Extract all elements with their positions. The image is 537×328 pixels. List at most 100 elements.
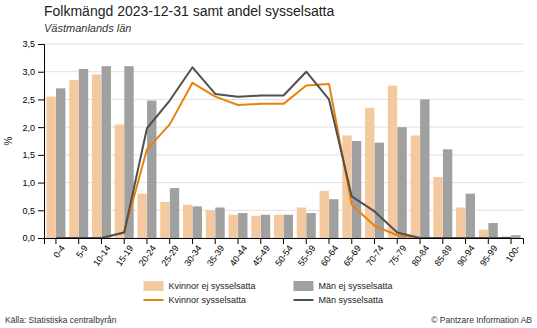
- bar: [388, 86, 397, 238]
- y-tick-label: 1,0: [22, 178, 35, 188]
- x-tick-mark: [442, 238, 443, 244]
- x-tick-label: 35-39: [205, 243, 226, 268]
- bar: [79, 69, 88, 238]
- bar: [411, 135, 420, 238]
- x-tick-mark: [511, 238, 512, 244]
- x-tick-mark: [55, 238, 56, 244]
- x-tick: 30-34: [182, 238, 203, 268]
- y-tick: 3,0: [22, 67, 44, 77]
- y-tick-mark: [38, 72, 44, 73]
- x-tick: 45-49: [250, 238, 271, 268]
- y-tick-label: 3,5: [22, 39, 35, 49]
- x-tick: 10-14: [91, 238, 112, 268]
- legend-swatch: [294, 299, 314, 301]
- bar: [420, 99, 429, 238]
- x-tick-mark: [488, 238, 489, 244]
- y-tick-label: 2,0: [22, 123, 35, 133]
- bar: [137, 194, 146, 238]
- bar: [488, 223, 497, 238]
- y-tick-mark: [38, 183, 44, 184]
- legend-label: Kvinnor sysselsatta: [169, 295, 247, 305]
- bar: [251, 216, 260, 238]
- y-tick: 2,5: [22, 95, 44, 105]
- x-tick-label: 65-69: [342, 243, 363, 268]
- bar: [297, 208, 306, 238]
- bar: [320, 191, 329, 238]
- y-tick-mark: [38, 44, 44, 45]
- x-tick-mark: [260, 238, 261, 244]
- x-tick-label: 100-: [504, 243, 523, 263]
- x-tick: 55-59: [296, 238, 317, 268]
- x-tick-mark: [237, 238, 238, 244]
- x-tick-label: 70-74: [364, 243, 385, 268]
- x-tick-label: 45-49: [250, 243, 271, 268]
- y-tick-label: 1,5: [22, 150, 35, 160]
- bar: [466, 194, 475, 238]
- y-tick-mark: [38, 99, 44, 100]
- x-tick: 70-74: [364, 238, 385, 268]
- x-tick-mark: [351, 238, 352, 244]
- bar: [443, 149, 452, 238]
- x-tick-label: 25-29: [159, 243, 180, 268]
- bar: [352, 141, 361, 238]
- y-tick-mark: [38, 155, 44, 156]
- grid-line: [44, 99, 523, 100]
- x-tick-label: 15-19: [114, 243, 135, 268]
- y-tick: 0,5: [22, 206, 44, 216]
- x-tick: 60-64: [319, 238, 340, 268]
- bar: [206, 210, 215, 238]
- x-tick-mark: [169, 238, 170, 244]
- plot-area: 0,0 0,5 1,0 1,5 2,0 2,5 3,0 3,5 0-4 5-910-1415-19…: [22, 39, 523, 268]
- y-tick: 2,0: [22, 123, 44, 133]
- line: [56, 67, 511, 238]
- x-tick: 0-4: [51, 238, 67, 260]
- bar: [261, 215, 270, 238]
- x-tick-label: 55-59: [296, 243, 317, 268]
- x-tick-mark: [101, 238, 102, 244]
- y-tick-mark: [38, 127, 44, 128]
- x-tick: 90-94: [455, 238, 476, 268]
- legend-item: Män ej sysselsatta: [294, 281, 393, 291]
- x-tick: 15-19: [114, 238, 135, 268]
- x-tick-label: 95-99: [478, 243, 499, 268]
- x-tick: 65-69: [342, 238, 363, 268]
- line: [56, 83, 511, 238]
- y-tick: 0,0: [22, 233, 44, 243]
- bar: [170, 188, 179, 238]
- x-tick-mark: [78, 238, 79, 244]
- bar: [102, 66, 111, 238]
- source-note: © Pantzare Information AB: [431, 315, 532, 325]
- legend-item: Kvinnor ej sysselsatta: [144, 281, 256, 291]
- x-tick: 50-54: [273, 238, 294, 268]
- bar: [46, 97, 55, 238]
- marks: [46, 66, 520, 238]
- x-axis: 0-45-910-1415-1920-2425-2930-3435-3940-4…: [45, 238, 524, 268]
- bar: [329, 199, 338, 238]
- x-tick-mark: [420, 238, 421, 244]
- bar: [433, 177, 442, 238]
- x-tick-label: 90-94: [455, 243, 476, 268]
- bar: [69, 80, 78, 238]
- x-tick-label: 80-84: [410, 243, 431, 268]
- x-tick: 85-89: [433, 238, 454, 268]
- chart: Folkmängd 2023-12-31 samt andel sysselsa…: [0, 0, 537, 328]
- bar: [238, 213, 247, 238]
- bar: [160, 202, 169, 238]
- legend-item: Män sysselsatta: [294, 295, 384, 305]
- x-tick-label: 10-14: [91, 243, 112, 268]
- y-tick-mark: [38, 210, 44, 211]
- legend-label: Män sysselsatta: [319, 295, 384, 305]
- bar: [115, 124, 124, 238]
- y-tick-label: 2,5: [22, 95, 35, 105]
- bar-series: [46, 74, 510, 238]
- bar: [479, 230, 488, 238]
- bar: [215, 208, 224, 238]
- y-tick: 3,5: [22, 39, 44, 49]
- x-tick: 100-: [504, 238, 523, 264]
- x-tick: 95-99: [478, 238, 499, 268]
- bar-series: [56, 66, 520, 238]
- x-tick: 20-24: [137, 238, 158, 268]
- x-tick-mark: [283, 238, 284, 244]
- x-tick-label: 5-9: [74, 243, 90, 259]
- x-tick-mark: [124, 238, 125, 244]
